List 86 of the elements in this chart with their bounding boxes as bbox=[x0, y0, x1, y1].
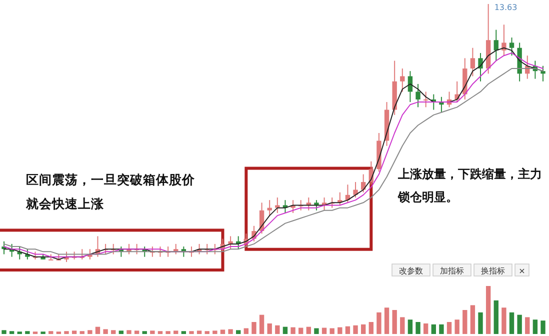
candlestick bbox=[267, 200, 272, 216]
bar bbox=[486, 286, 491, 334]
bar bbox=[220, 330, 226, 334]
bar bbox=[181, 331, 186, 334]
bar bbox=[95, 326, 100, 334]
candlestick bbox=[540, 65, 546, 82]
bar bbox=[88, 330, 92, 334]
bar bbox=[166, 331, 170, 334]
bar bbox=[267, 323, 272, 334]
bar bbox=[322, 328, 327, 334]
bar bbox=[517, 314, 522, 334]
bar bbox=[64, 331, 69, 334]
bar bbox=[259, 314, 264, 334]
bar bbox=[454, 320, 460, 334]
bar bbox=[462, 310, 468, 334]
bar bbox=[236, 330, 241, 334]
bar bbox=[111, 330, 116, 334]
candlestick bbox=[494, 29, 498, 62]
bar bbox=[126, 330, 132, 334]
bar bbox=[446, 322, 452, 334]
bar bbox=[416, 322, 420, 334]
bar bbox=[80, 331, 84, 334]
bar bbox=[252, 322, 256, 334]
bar bbox=[48, 331, 54, 334]
bar bbox=[298, 328, 304, 334]
candlestick bbox=[509, 37, 514, 56]
candlestick bbox=[228, 236, 233, 250]
bar bbox=[2, 330, 6, 334]
annotation: 上涨放量，下跌缩量，主力锁仓明显。 bbox=[397, 167, 542, 204]
bar bbox=[134, 330, 140, 334]
bar bbox=[423, 323, 428, 334]
bar bbox=[540, 320, 546, 334]
bar bbox=[360, 324, 366, 334]
bar bbox=[330, 328, 334, 334]
annotation: 区间震荡，一旦突破箱体股价就会快速上涨 bbox=[25, 172, 196, 211]
bar bbox=[532, 320, 538, 334]
candlestick bbox=[478, 52, 483, 82]
text: 换指标 bbox=[481, 266, 505, 276]
bar bbox=[212, 330, 218, 334]
bar bbox=[368, 322, 374, 334]
candlestick bbox=[400, 68, 405, 92]
bar bbox=[150, 330, 155, 334]
bar bbox=[439, 324, 444, 334]
bar bbox=[174, 330, 178, 334]
bar bbox=[392, 310, 397, 334]
bar bbox=[408, 320, 413, 334]
bar bbox=[306, 326, 311, 334]
bar bbox=[376, 312, 382, 334]
bar bbox=[118, 330, 124, 334]
candlestick bbox=[275, 197, 280, 214]
bar bbox=[345, 326, 350, 334]
bar bbox=[25, 331, 30, 334]
bar bbox=[103, 329, 108, 334]
bar bbox=[158, 331, 163, 334]
bar bbox=[275, 325, 280, 334]
bar bbox=[338, 327, 342, 334]
bar bbox=[244, 328, 249, 334]
bar bbox=[9, 331, 14, 334]
candlestick bbox=[470, 47, 476, 77]
annotation: 13.63 bbox=[494, 3, 518, 12]
bar bbox=[400, 317, 405, 334]
candlestick bbox=[502, 24, 506, 56]
bar bbox=[290, 327, 296, 334]
candlestick bbox=[353, 182, 358, 198]
text: 改参数 bbox=[399, 266, 423, 276]
text: × bbox=[518, 266, 526, 276]
bar bbox=[196, 330, 202, 334]
bar bbox=[509, 312, 514, 334]
bar bbox=[470, 305, 476, 334]
candlestick bbox=[416, 83, 420, 108]
bar bbox=[353, 325, 358, 334]
bar bbox=[478, 312, 483, 334]
bar bbox=[189, 331, 194, 334]
bar bbox=[502, 308, 506, 334]
bar bbox=[72, 330, 77, 334]
candlestick bbox=[423, 91, 428, 108]
bar bbox=[204, 331, 210, 334]
bar bbox=[494, 300, 498, 334]
bar bbox=[314, 328, 319, 334]
bar bbox=[142, 331, 147, 334]
text: 加指标 bbox=[440, 266, 464, 276]
bar bbox=[228, 329, 233, 334]
bar bbox=[282, 326, 288, 334]
bar bbox=[431, 324, 436, 334]
bar bbox=[384, 308, 390, 334]
bar bbox=[525, 317, 530, 334]
